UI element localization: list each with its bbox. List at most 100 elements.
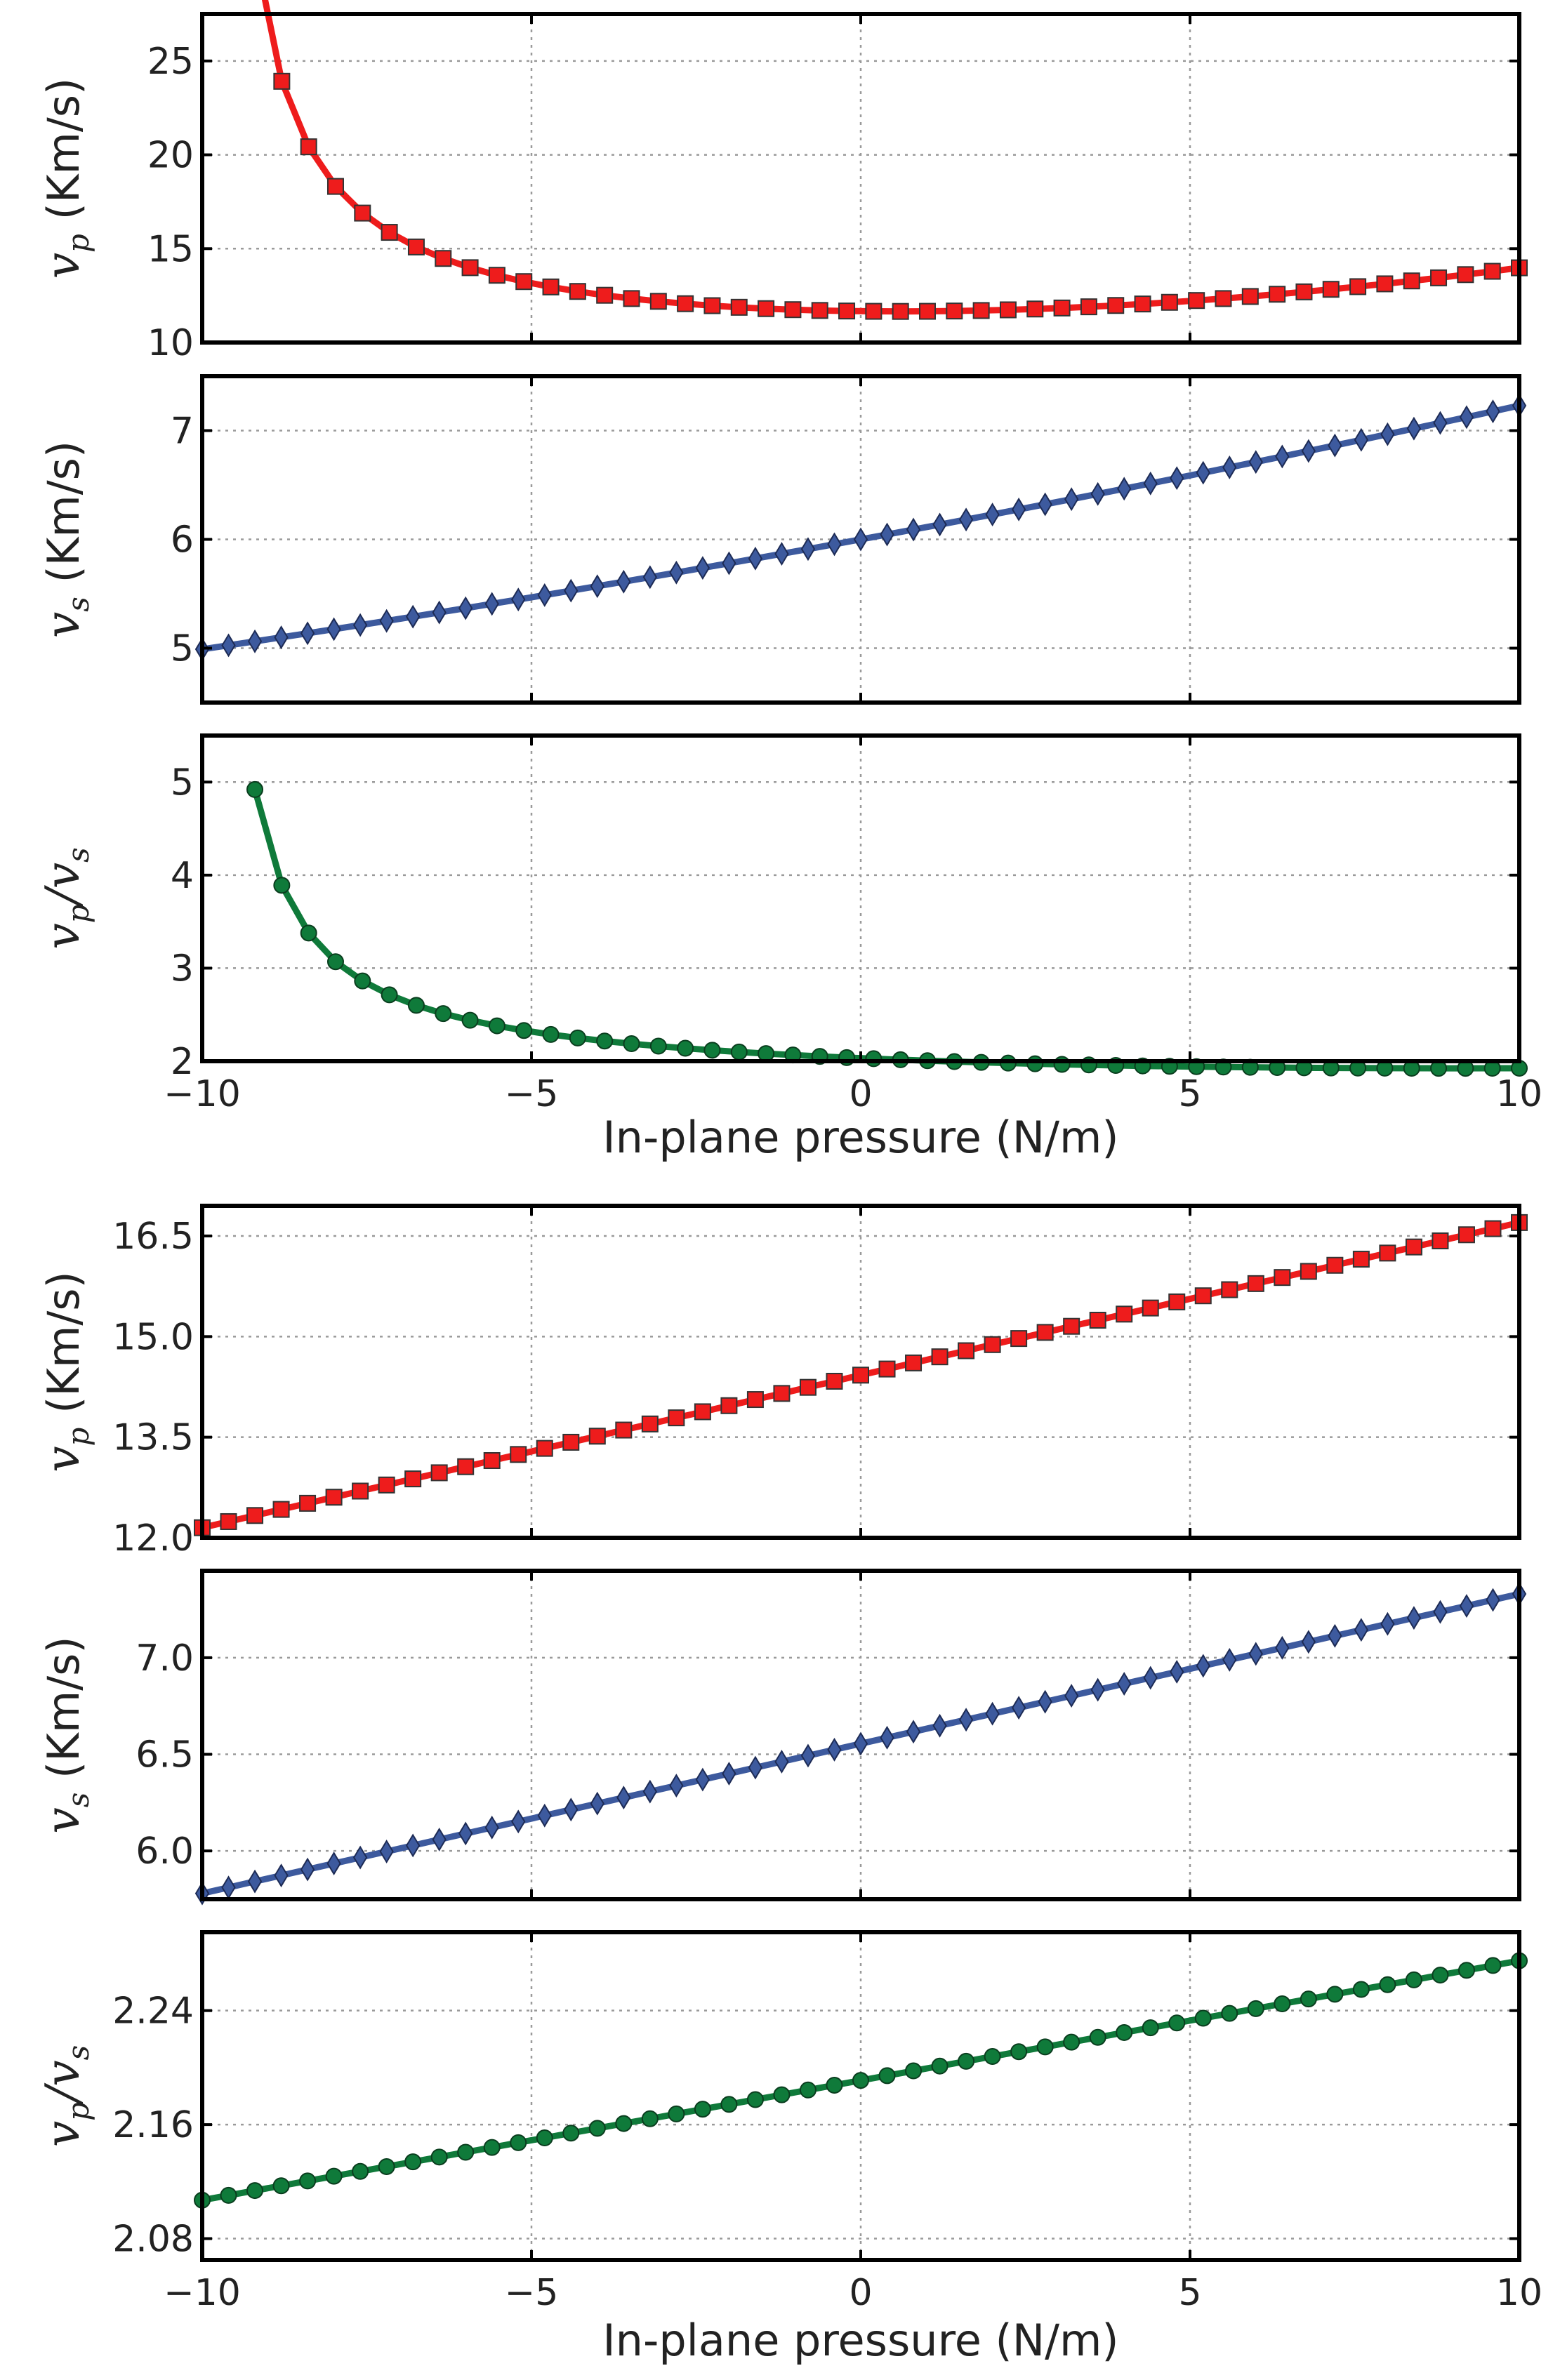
data-point bbox=[703, 297, 721, 314]
data-point bbox=[1406, 1606, 1422, 1630]
y-tick-label: 6.5 bbox=[135, 1734, 194, 1776]
y-tick-label: 6 bbox=[171, 519, 194, 561]
data-point bbox=[564, 1797, 579, 1822]
data-point bbox=[1168, 1293, 1186, 1310]
data-point bbox=[1117, 477, 1132, 501]
data-point bbox=[1107, 297, 1125, 314]
data-point bbox=[1354, 427, 1369, 452]
data-point bbox=[458, 1821, 473, 1846]
y-tick-label: 2.08 bbox=[112, 2219, 194, 2261]
data-point bbox=[748, 546, 763, 571]
data-point bbox=[272, 1501, 290, 1518]
data-point bbox=[1352, 1251, 1370, 1268]
data-point bbox=[1406, 416, 1422, 441]
chart-panel-bottom-vs: 6.0 6.5 7.0 vs (Km/s) bbox=[36, 1569, 1527, 1906]
data-point bbox=[537, 583, 552, 607]
data-point bbox=[720, 2096, 738, 2113]
data-point bbox=[430, 2148, 448, 2166]
y-tick-label: 16.5 bbox=[112, 1216, 194, 1258]
data-point bbox=[694, 1403, 711, 1421]
data-point bbox=[1326, 1986, 1344, 2003]
x-tick-label: −5 bbox=[505, 1073, 559, 1115]
data-point bbox=[1090, 1677, 1105, 1702]
data-point bbox=[246, 2182, 264, 2200]
chart-panel-top-ratio: 2 3 4 5 −10 −5 0 5 10 vp/vs In-plane pressure (N/m… bbox=[36, 733, 1542, 1163]
data-point bbox=[677, 295, 694, 312]
data-point bbox=[1328, 433, 1342, 458]
data-point bbox=[1405, 1971, 1422, 1988]
data-point bbox=[299, 1494, 317, 1512]
data-point bbox=[972, 302, 990, 319]
data-point bbox=[984, 1336, 1001, 1353]
y-axis-label: vs (Km/s) bbox=[36, 441, 95, 638]
data-point bbox=[404, 1470, 422, 1488]
data-point bbox=[878, 1360, 896, 1378]
y-tick-label: 2.16 bbox=[112, 2104, 194, 2146]
data-point bbox=[405, 604, 421, 629]
data-point bbox=[1248, 450, 1263, 474]
data-point bbox=[615, 1421, 633, 1439]
data-point bbox=[221, 633, 236, 658]
data-point bbox=[880, 522, 894, 547]
data-point bbox=[773, 2086, 791, 2103]
x-axis-label: In-plane pressure (N/m) bbox=[602, 2315, 1118, 2366]
data-point bbox=[730, 1043, 748, 1061]
data-point bbox=[722, 1762, 736, 1786]
data-point bbox=[588, 2120, 606, 2137]
data-point bbox=[515, 1022, 533, 1039]
chart-panel-bottom-vp: 12.0 13.5 15.0 16.5 vp (Km/s) bbox=[36, 1204, 1528, 1560]
data-point bbox=[853, 1731, 868, 1756]
data-point bbox=[784, 301, 802, 319]
data-point bbox=[1322, 281, 1340, 298]
data-point bbox=[668, 2105, 685, 2122]
data-point bbox=[1063, 1317, 1080, 1335]
data-point bbox=[852, 2072, 869, 2089]
data-point bbox=[537, 1803, 552, 1828]
data-point bbox=[1053, 299, 1071, 317]
data-point bbox=[1221, 2005, 1238, 2022]
data-point bbox=[649, 1037, 667, 1055]
data-point bbox=[1089, 2028, 1106, 2046]
data-point bbox=[1241, 288, 1259, 305]
data-point bbox=[1134, 295, 1151, 313]
data-point bbox=[668, 1409, 685, 1427]
data-point bbox=[564, 578, 579, 603]
data-point bbox=[720, 1397, 738, 1414]
data-point bbox=[1222, 1647, 1237, 1672]
data-point bbox=[799, 2081, 817, 2099]
y-axis-label: vp/vs bbox=[36, 2045, 95, 2147]
data-point bbox=[405, 1833, 421, 1858]
data-point bbox=[590, 1791, 604, 1816]
data-point bbox=[461, 1011, 479, 1029]
chart-panel-top-vp: 10 15 20 25 vp (Km/s) bbox=[36, 0, 1528, 364]
data-point bbox=[569, 283, 586, 300]
data-point bbox=[1196, 1654, 1210, 1678]
data-point bbox=[1026, 300, 1044, 318]
data-point bbox=[1248, 1642, 1263, 1666]
data-point bbox=[722, 551, 736, 576]
data-point bbox=[1064, 1684, 1079, 1708]
data-point bbox=[1326, 1256, 1344, 1274]
data-point bbox=[1483, 262, 1501, 280]
data-point bbox=[1486, 1588, 1500, 1612]
data-point bbox=[1196, 460, 1210, 485]
data-point bbox=[536, 2129, 553, 2147]
data-point bbox=[1300, 1263, 1317, 1280]
data-point bbox=[1432, 1967, 1449, 1984]
x-tick-label: −10 bbox=[164, 1073, 241, 1115]
data-point bbox=[542, 278, 560, 295]
data-point bbox=[1379, 1976, 1396, 1993]
data-point bbox=[1036, 1324, 1054, 1341]
data-point bbox=[300, 924, 317, 942]
data-point bbox=[274, 1863, 289, 1888]
data-point bbox=[1269, 286, 1286, 303]
data-point bbox=[1064, 487, 1079, 512]
data-point bbox=[1170, 1660, 1184, 1684]
data-point bbox=[1142, 2019, 1159, 2037]
data-point bbox=[905, 2062, 923, 2080]
y-axis-label: vs (Km/s) bbox=[36, 1636, 95, 1833]
data-point bbox=[379, 1840, 394, 1863]
data-point bbox=[1117, 1672, 1132, 1696]
data-point bbox=[273, 877, 291, 894]
